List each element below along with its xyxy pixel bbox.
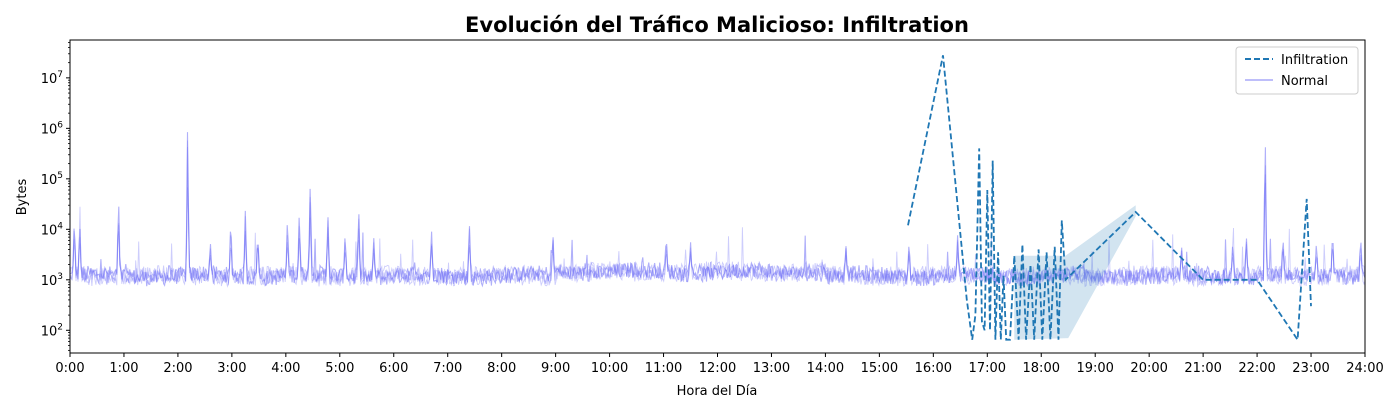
x-tick-label: 17:00: [969, 361, 1006, 376]
x-tick-label: 13:00: [753, 361, 790, 376]
normal-series-line-1: [70, 132, 1365, 289]
x-tick-label: 9:00: [541, 361, 570, 376]
x-axis-label: Hora del Día: [677, 384, 758, 399]
x-tick-label: 24:00: [1346, 361, 1383, 376]
infiltration-confidence-band: [1014, 205, 1136, 340]
x-tick-label: 22:00: [1238, 361, 1275, 376]
normal-series-line-4: [70, 140, 1365, 288]
x-tick-label: 1:00: [109, 361, 138, 376]
y-axis: 102 103 104 105 106 107: [41, 42, 70, 351]
x-tick-label: 5:00: [325, 361, 354, 376]
plot-frame: [69, 39, 1366, 354]
x-tick-label: 10:00: [591, 361, 628, 376]
legend-label-infiltration: Infiltration: [1281, 53, 1348, 68]
x-tick-label: 19:00: [1076, 361, 1113, 376]
y-axis-label: Bytes: [15, 179, 30, 216]
x-tick-label: 15:00: [861, 361, 898, 376]
y-tick-label: 104: [41, 221, 64, 238]
x-tick-label: 2:00: [163, 361, 192, 376]
x-tick-label: 16:00: [915, 361, 952, 376]
normal-series-line-3: [70, 174, 1365, 288]
x-tick-label: 0:00: [55, 361, 84, 376]
x-tick-label: 12:00: [699, 361, 736, 376]
x-tick-label: 3:00: [217, 361, 246, 376]
x-tick-label: 11:00: [645, 361, 682, 376]
infiltration-series-line: [907, 55, 1312, 343]
normal-series-line-2: [70, 146, 1365, 287]
x-axis: 0:00 1:00 2:00 3:00 4:00 5:00 6:00 7:00 8:00 9:00…: [55, 353, 1384, 376]
x-tick-label: 23:00: [1292, 361, 1329, 376]
x-tick-label: 8:00: [487, 361, 516, 376]
x-tick-label: 20:00: [1130, 361, 1167, 376]
y-tick-label: 103: [41, 272, 63, 289]
x-tick-label: 21:00: [1184, 361, 1221, 376]
x-tick-label: 6:00: [379, 361, 408, 376]
legend-label-normal: Normal: [1281, 74, 1328, 89]
y-tick-label: 102: [41, 322, 63, 339]
y-tick-label: 106: [41, 120, 64, 137]
plot-area: [70, 55, 1365, 343]
x-tick-label: 18:00: [1023, 361, 1060, 376]
x-tick-label: 7:00: [433, 361, 462, 376]
x-tick-label: 4:00: [271, 361, 300, 376]
legend: Infiltration Normal: [1235, 46, 1359, 95]
chart-title: Evolución del Tráfico Malicioso: Infiltr…: [465, 13, 969, 37]
y-tick-label: 105: [41, 171, 63, 188]
y-tick-label: 107: [41, 70, 63, 87]
x-tick-label: 14:00: [807, 361, 844, 376]
